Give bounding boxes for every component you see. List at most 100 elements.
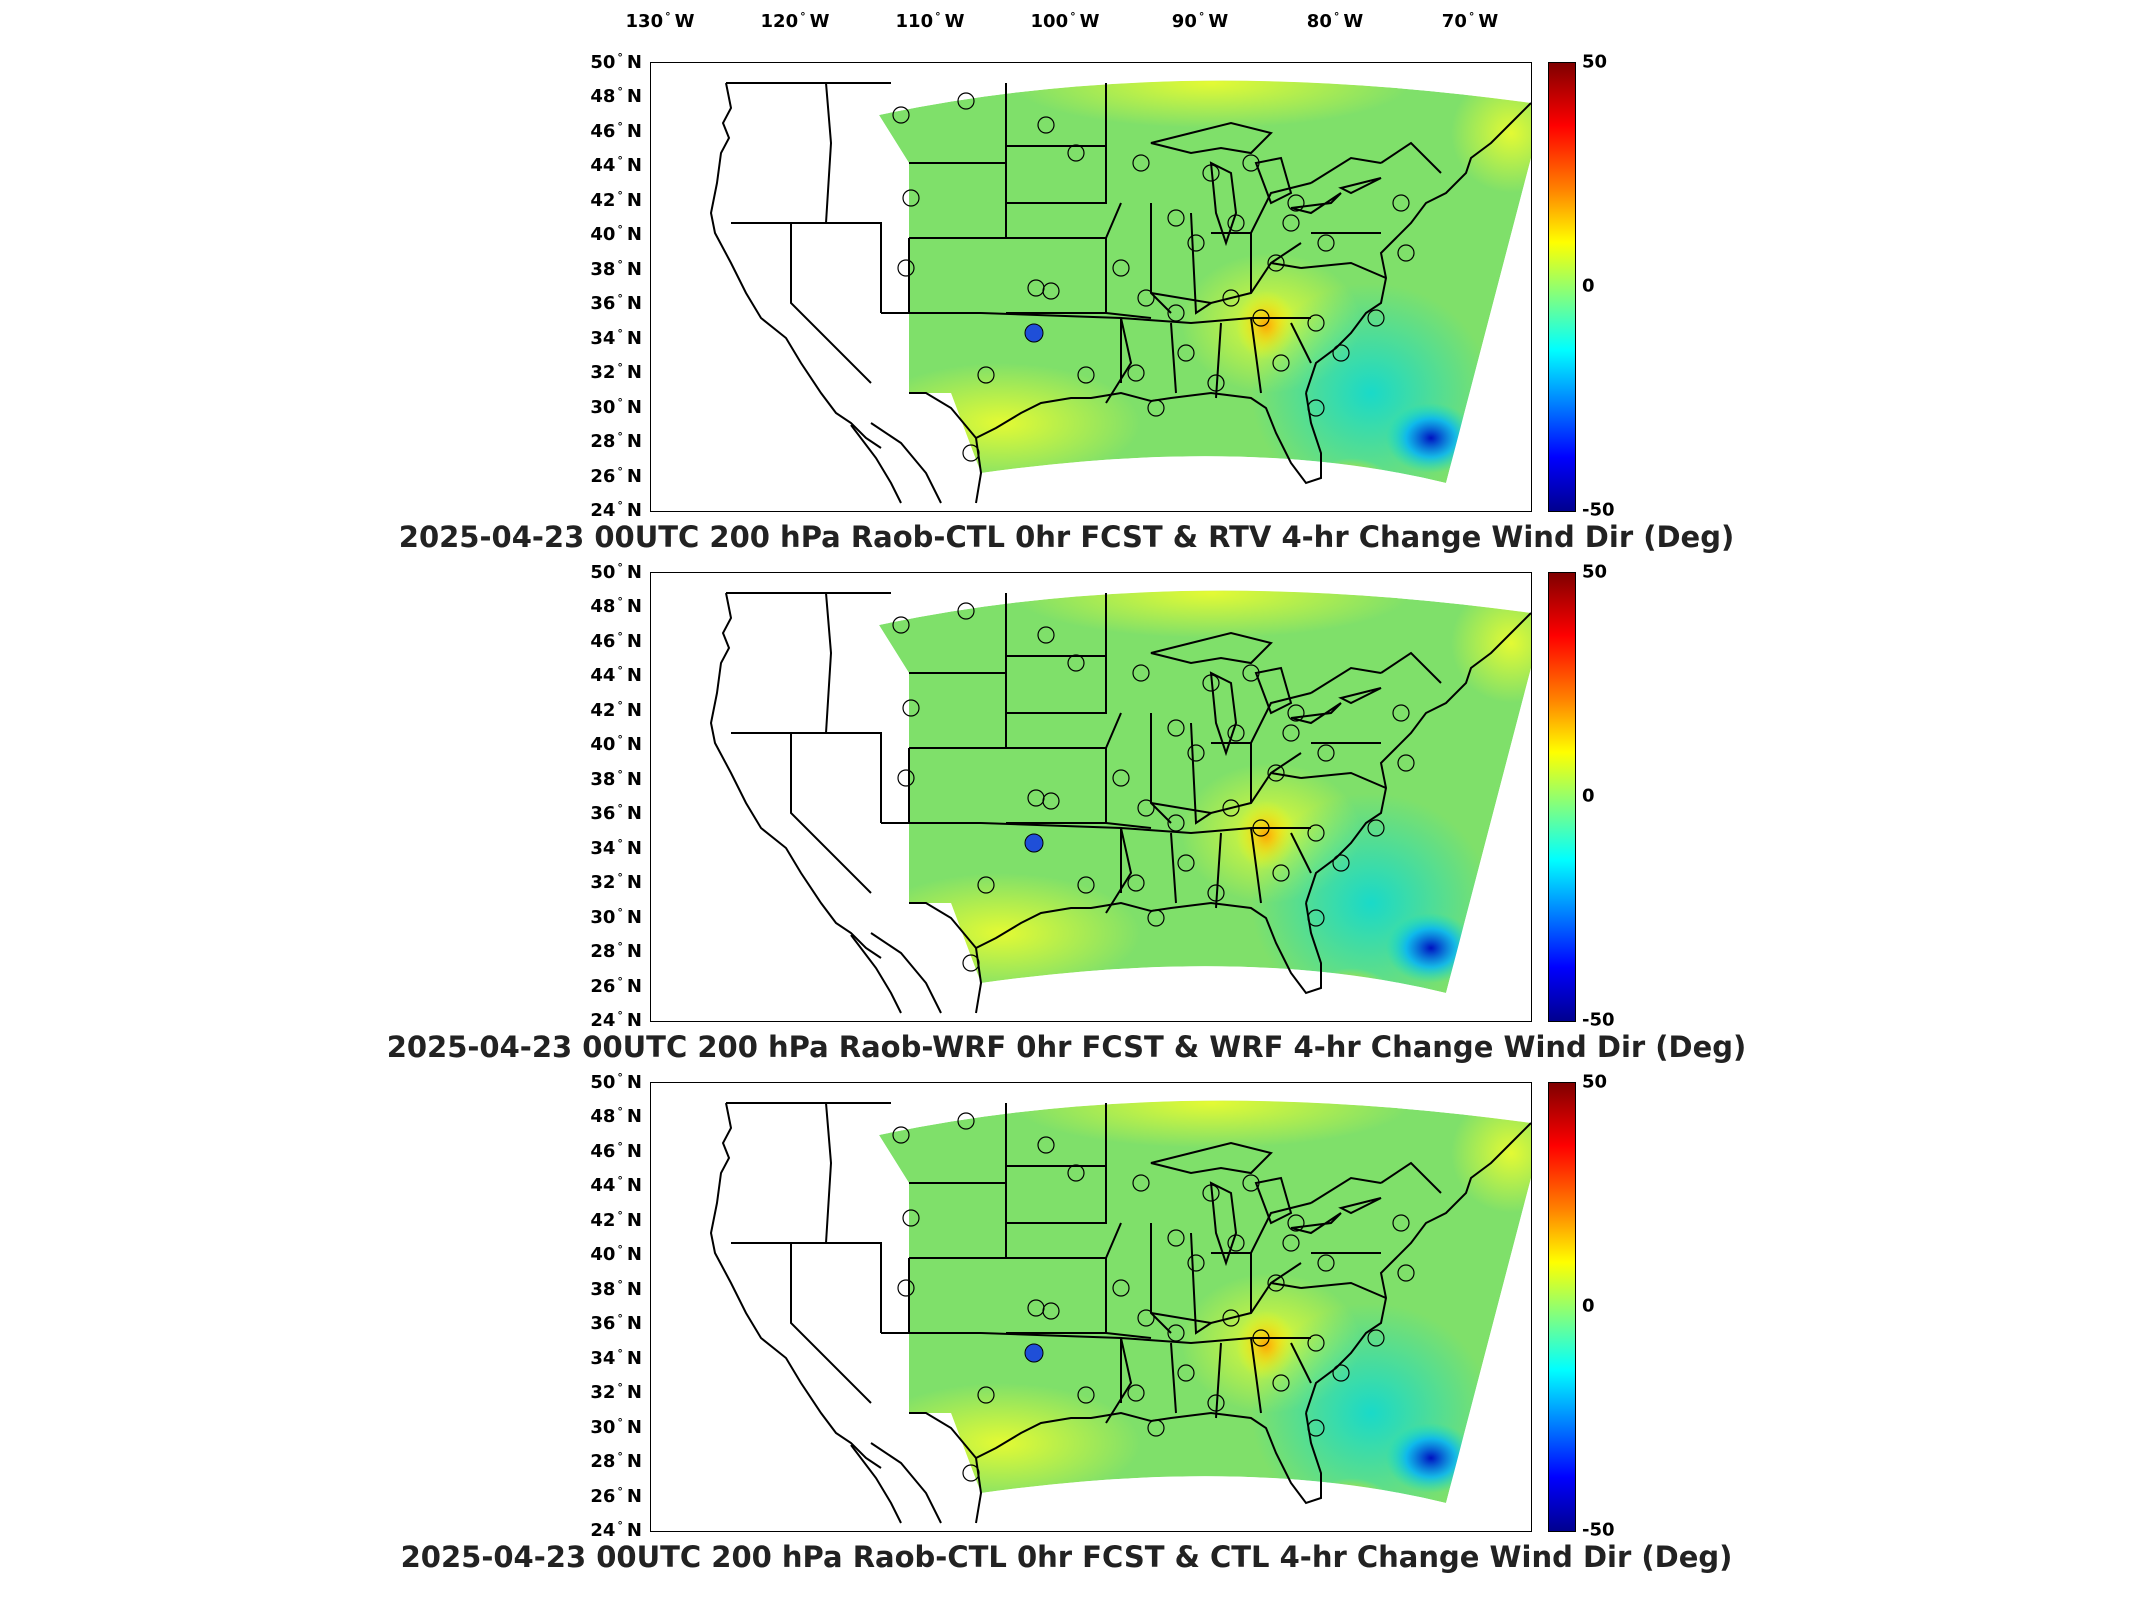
colorbar-mid-label: 0	[1582, 1295, 1595, 1317]
raob-station-marker	[1127, 364, 1145, 382]
lon-value: 70	[1441, 11, 1467, 32]
map-panel: 50 ° N 48 ° N 46 ° N 44 ° N 42 ° N 40 ° N 38 ° N 36 ° N 34 ° N 32 ° N…	[0, 1071, 2133, 1590]
lat-value: 42	[590, 699, 616, 721]
colorbar-min-label: -50	[1582, 499, 1615, 521]
latitude-label: 30 ° N	[590, 395, 642, 418]
latitude-label: 28 ° N	[590, 1450, 642, 1473]
raob-station-marker	[1282, 724, 1300, 742]
raob-station-marker	[1127, 874, 1145, 892]
lat-dir: N	[626, 803, 642, 825]
lat-value: 38	[590, 258, 616, 280]
latitude-label: 42 ° N	[590, 1208, 642, 1231]
latitude-label: 32 ° N	[590, 1381, 642, 1404]
lat-dir: N	[626, 1416, 642, 1438]
lat-value: 50	[590, 52, 616, 73]
lat-dir: N	[626, 155, 642, 177]
raob-station-marker	[1397, 244, 1415, 262]
latitude-label: 48 ° N	[590, 595, 642, 618]
latitude-label: 38 ° N	[590, 257, 642, 280]
lat-dir: N	[626, 734, 642, 756]
longitude-label: 110 ° W	[895, 10, 965, 32]
raob-station-marker	[1112, 1279, 1130, 1297]
lat-value: 24	[590, 500, 616, 521]
raob-station-marker	[1317, 744, 1335, 762]
lat-value: 24	[590, 1520, 616, 1541]
raob-station-marker	[1332, 344, 1350, 362]
colorbar-max-label: 50	[1582, 1071, 1608, 1093]
map-area	[650, 62, 1532, 512]
raob-station-marker	[1317, 234, 1335, 252]
longitude-label: 90 ° W	[1171, 10, 1229, 32]
latitude-label: 26 ° N	[590, 974, 642, 997]
lat-dir: N	[626, 500, 642, 521]
map-drawing	[709, 590, 1531, 1014]
raob-station-marker	[1037, 1136, 1055, 1154]
raob-station-marker	[1067, 1164, 1085, 1182]
latitude-label: 30 ° N	[590, 1415, 642, 1438]
raob-station-marker	[1112, 259, 1130, 277]
lat-dir: N	[626, 396, 642, 418]
raob-station-marker	[1202, 1184, 1220, 1202]
lat-dir: N	[626, 906, 642, 928]
lon-dir: W	[674, 11, 695, 32]
raob-station-marker	[1287, 704, 1305, 722]
raob-station-marker	[1167, 719, 1185, 737]
raob-station-marker	[957, 1112, 975, 1130]
lat-dir: N	[626, 465, 642, 487]
raob-station-marker	[1207, 374, 1225, 392]
raob-station-marker	[1252, 819, 1270, 837]
raob-station-marker	[1037, 626, 1055, 644]
latitude-label: 50 ° N	[590, 1071, 642, 1093]
latitude-label: 36 ° N	[590, 802, 642, 825]
raob-station-marker	[902, 1209, 920, 1227]
lat-dir: N	[626, 120, 642, 142]
lat-value: 44	[590, 665, 616, 687]
raob-stations	[892, 1112, 1415, 1482]
raob-station-marker	[1187, 234, 1205, 252]
colorbar-min-label: -50	[1582, 1519, 1615, 1541]
raob-station-marker	[1267, 1274, 1285, 1292]
raob-station-marker	[957, 92, 975, 110]
lat-dir: N	[626, 86, 642, 108]
colorbar-max-label: 50	[1582, 51, 1608, 73]
lat-dir: N	[626, 872, 642, 894]
latitude-label: 44 ° N	[590, 154, 642, 177]
highlighted-station-marker	[1024, 1343, 1044, 1363]
lat-value: 46	[590, 120, 616, 142]
lat-value: 36	[590, 1313, 616, 1335]
lat-dir: N	[626, 1520, 642, 1541]
raob-station-marker	[1202, 674, 1220, 692]
raob-station-marker	[1077, 876, 1095, 894]
raob-station-marker	[1397, 754, 1415, 772]
latitude-label: 30 ° N	[590, 905, 642, 928]
latitude-label: 28 ° N	[590, 940, 642, 963]
lat-value: 48	[590, 596, 616, 618]
latitude-label: 50 ° N	[590, 51, 642, 73]
wind-direction-field	[879, 80, 1531, 484]
raob-station-marker	[1367, 819, 1385, 837]
latitude-label: 34 ° N	[590, 836, 642, 859]
lat-value: 42	[590, 189, 616, 211]
raob-station-marker	[1132, 154, 1150, 172]
panel-title: 2025-04-23 00UTC 200 hPa Raob-CTL 0hr FC…	[398, 520, 1735, 554]
raob-station-marker	[1167, 304, 1185, 322]
latitude-label: 50 ° N	[590, 561, 642, 583]
raob-station-marker	[1207, 884, 1225, 902]
latitude-label: 44 ° N	[590, 1174, 642, 1197]
panel-title: 2025-04-23 00UTC 200 hPa Raob-CTL 0hr FC…	[400, 1540, 1733, 1574]
latitude-label: 34 ° N	[590, 326, 642, 349]
lat-dir: N	[626, 431, 642, 453]
latitude-label: 26 ° N	[590, 1484, 642, 1507]
lat-dir: N	[626, 768, 642, 790]
raob-station-marker	[957, 602, 975, 620]
raob-station-marker	[1392, 704, 1410, 722]
lat-dir: N	[626, 596, 642, 618]
lat-value: 30	[590, 1416, 616, 1438]
lat-value: 42	[590, 1209, 616, 1231]
raob-station-marker	[1137, 1309, 1155, 1327]
lat-dir: N	[626, 1140, 642, 1162]
raob-station-marker	[962, 954, 980, 972]
raob-station-marker	[1392, 1214, 1410, 1232]
raob-station-marker	[1392, 194, 1410, 212]
longitude-label: 100 ° W	[1030, 10, 1100, 32]
